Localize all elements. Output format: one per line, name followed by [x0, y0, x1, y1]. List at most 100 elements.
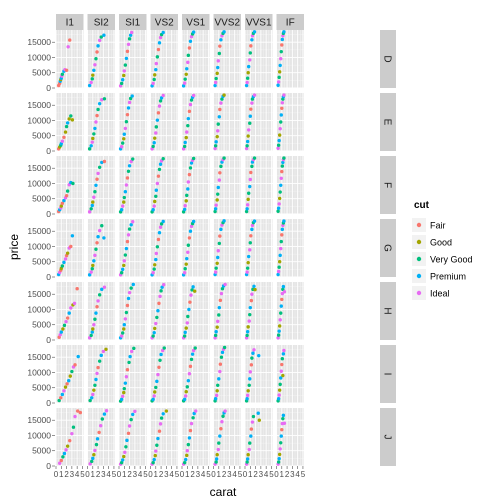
data-point — [278, 127, 282, 131]
panel-background — [182, 408, 210, 466]
x-tick-label: 0 — [211, 470, 216, 479]
data-point — [100, 160, 104, 165]
data-point — [222, 30, 226, 34]
data-point — [248, 305, 252, 310]
row-strip — [380, 156, 396, 214]
data-point — [90, 267, 94, 271]
data-point — [184, 394, 188, 398]
data-point — [158, 162, 163, 166]
data-point — [90, 203, 94, 208]
data-point — [90, 396, 94, 400]
data-point — [213, 333, 218, 338]
data-point — [276, 460, 281, 464]
data-point — [91, 73, 95, 77]
data-point — [218, 44, 222, 48]
data-point — [247, 64, 251, 69]
data-point — [277, 202, 281, 206]
data-point — [61, 455, 65, 459]
panel-background — [56, 408, 84, 466]
data-point — [277, 70, 282, 74]
data-point — [215, 71, 219, 76]
data-point — [247, 128, 251, 132]
x-tick-label: 2 — [190, 470, 195, 479]
row-strip — [380, 408, 396, 466]
data-point — [187, 371, 192, 376]
data-point — [93, 190, 97, 194]
data-point — [62, 198, 66, 203]
data-point — [92, 259, 96, 263]
data-point — [96, 44, 100, 48]
data-point — [216, 122, 220, 126]
data-point — [94, 247, 98, 251]
data-point — [213, 397, 218, 401]
x-tick-label: 3 — [101, 470, 106, 479]
data-point — [123, 253, 128, 257]
data-point — [158, 225, 163, 229]
data-point — [278, 253, 282, 258]
data-point — [282, 219, 286, 223]
data-point — [182, 81, 187, 85]
data-point — [249, 434, 253, 438]
data-point — [101, 349, 106, 354]
column-strip-label: IF — [286, 18, 295, 29]
data-point — [188, 364, 193, 369]
data-point — [189, 161, 194, 165]
data-point — [156, 111, 161, 115]
data-point — [156, 436, 160, 441]
data-point — [246, 71, 250, 75]
data-point — [71, 181, 75, 186]
data-point — [160, 348, 165, 353]
y-tick-label: 0 — [46, 398, 51, 408]
data-point — [220, 350, 225, 355]
data-point — [186, 314, 190, 319]
data-point — [161, 93, 165, 98]
x-tick-label: 0 — [54, 470, 59, 479]
data-point — [250, 420, 255, 424]
y-tick-label: 15000 — [27, 289, 51, 299]
data-point — [248, 177, 252, 182]
data-point — [218, 107, 222, 112]
data-point — [155, 379, 159, 384]
data-point — [127, 100, 132, 105]
data-point — [93, 253, 97, 258]
data-point — [152, 457, 156, 462]
x-tick-label: 5 — [175, 470, 180, 479]
data-point — [91, 327, 95, 331]
data-point — [189, 421, 194, 426]
data-point — [277, 75, 281, 80]
data-point — [127, 360, 131, 365]
data-point — [278, 63, 282, 68]
data-point — [102, 33, 106, 37]
row-strip — [380, 30, 396, 88]
data-point — [155, 315, 159, 320]
data-point — [158, 422, 163, 426]
data-point — [154, 131, 158, 135]
data-point — [97, 293, 102, 297]
data-point — [96, 107, 100, 112]
data-point — [154, 61, 159, 66]
data-point — [219, 38, 223, 42]
data-point — [131, 412, 135, 417]
data-point — [94, 442, 99, 447]
data-point — [58, 461, 62, 465]
data-point — [246, 197, 250, 202]
data-point — [279, 120, 283, 124]
data-point — [277, 393, 281, 397]
data-point — [129, 159, 133, 164]
data-point — [123, 190, 128, 194]
data-point — [186, 243, 191, 247]
row-strip-label: J — [382, 435, 393, 440]
data-point — [245, 330, 250, 334]
data-point — [76, 354, 80, 359]
data-point — [217, 51, 222, 56]
x-tick-label: 3 — [196, 470, 201, 479]
data-point — [216, 59, 220, 63]
data-point — [281, 352, 286, 356]
data-point — [222, 345, 227, 350]
row-strip-label: I — [382, 373, 393, 376]
panel-background — [276, 345, 304, 403]
data-point — [186, 53, 191, 58]
data-point — [188, 229, 193, 233]
data-point — [90, 140, 94, 144]
data-point — [280, 357, 285, 361]
